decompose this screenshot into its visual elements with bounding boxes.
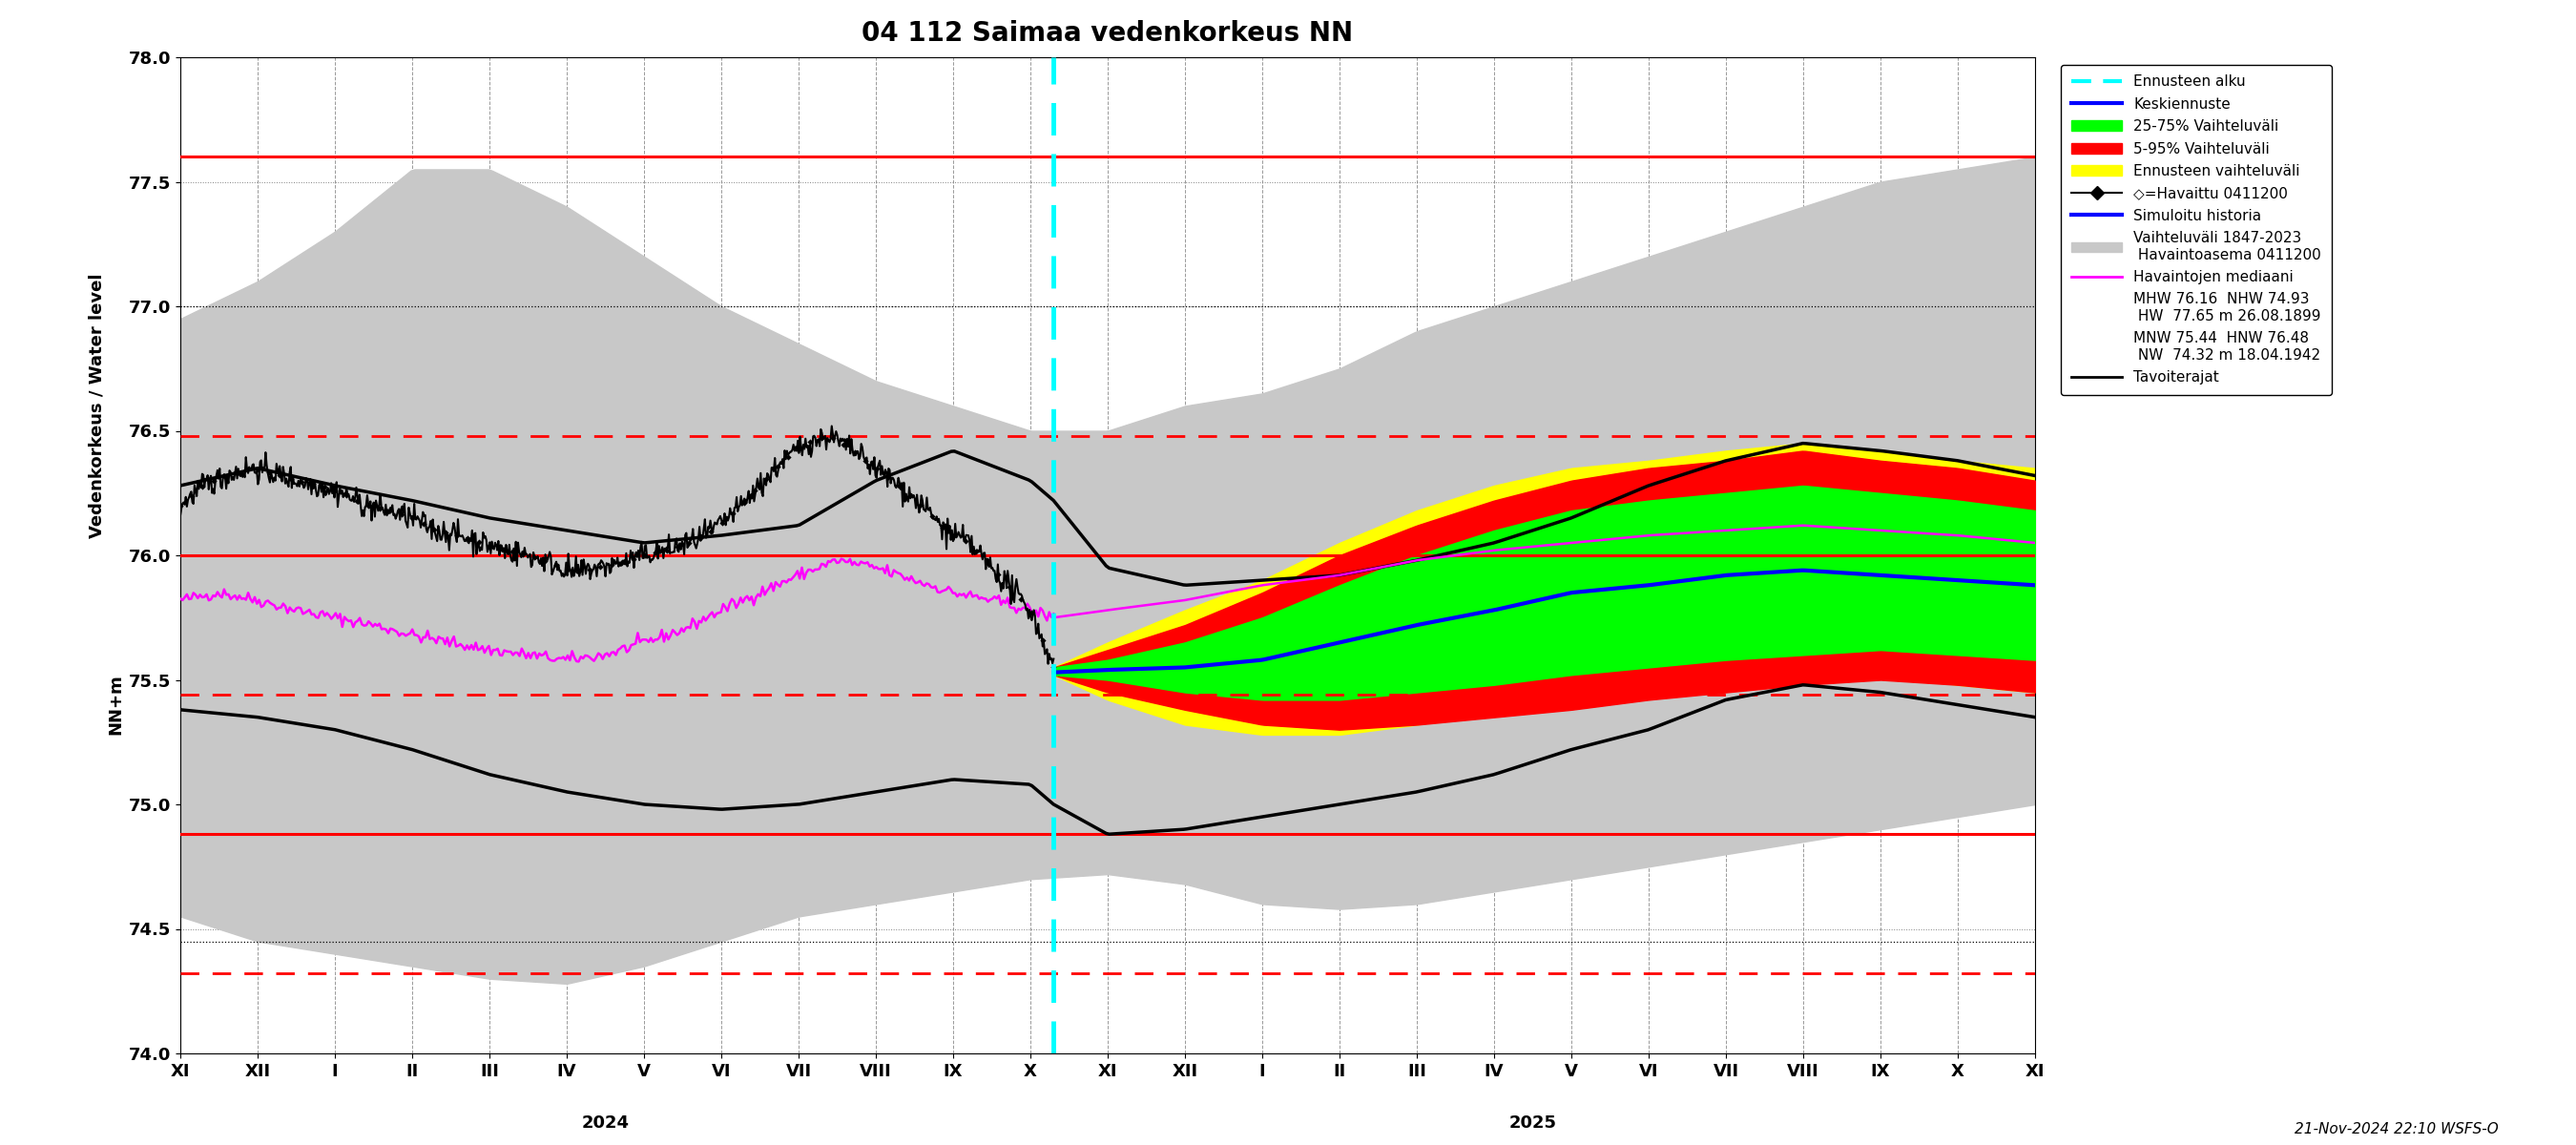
Point (690, 522, 732, 540)
Point (325, 485, 366, 504)
Point (237, 460, 278, 479)
Point (1033, 658, 1074, 677)
Point (435, 526, 477, 544)
Point (569, 560, 611, 578)
Point (314, 482, 355, 500)
Point (801, 429, 842, 448)
Point (999, 590, 1041, 608)
Point (1023, 631, 1064, 649)
Point (647, 542, 688, 560)
Point (822, 436, 863, 455)
Point (989, 577, 1030, 595)
Text: 2024: 2024 (582, 1115, 629, 1132)
Point (270, 469, 312, 488)
Point (337, 491, 379, 510)
Point (281, 473, 322, 491)
Point (868, 468, 909, 487)
Point (358, 499, 399, 518)
Point (657, 538, 698, 556)
Point (348, 497, 389, 515)
Point (889, 485, 930, 504)
Point (855, 459, 896, 477)
Point (613, 550, 654, 568)
Point (371, 502, 412, 520)
Point (513, 548, 554, 567)
Point (845, 451, 886, 469)
Point (546, 561, 587, 579)
Point (734, 482, 775, 500)
Point (526, 552, 567, 570)
Point (580, 558, 621, 576)
Point (945, 532, 987, 551)
Point (227, 460, 268, 479)
Text: Vedenkorkeus / Water level: Vedenkorkeus / Water level (88, 274, 106, 538)
Point (392, 510, 433, 528)
Point (714, 505, 755, 523)
Point (479, 540, 520, 559)
Point (778, 440, 819, 458)
Point (701, 514, 742, 532)
Text: NN+m: NN+m (106, 674, 124, 735)
Point (1010, 603, 1051, 622)
Title: 04 112 Saimaa vedenkorkeus NN: 04 112 Saimaa vedenkorkeus NN (863, 21, 1352, 47)
Point (956, 542, 997, 560)
Point (966, 554, 1007, 572)
Point (933, 526, 974, 544)
Point (556, 563, 598, 582)
Point (459, 532, 500, 551)
Point (768, 448, 809, 466)
Point (667, 535, 708, 553)
Text: 21-Nov-2024 22:10 WSFS-O: 21-Nov-2024 22:10 WSFS-O (2295, 1122, 2499, 1136)
Point (757, 458, 799, 476)
Point (636, 544, 677, 562)
Point (304, 477, 345, 496)
Point (902, 496, 943, 514)
Point (204, 467, 245, 485)
Point (260, 466, 301, 484)
Point (469, 536, 510, 554)
Point (680, 529, 721, 547)
Point (979, 566, 1020, 584)
Point (402, 515, 443, 534)
Point (744, 469, 786, 488)
Point (425, 523, 466, 542)
Point (193, 472, 234, 490)
Legend: Ennusteen alku, Keskiennuste, 25-75% Vaihteluväli, 5-95% Vaihteluväli, Ennusteen: Ennusteen alku, Keskiennuste, 25-75% Vai… (2061, 64, 2331, 395)
Point (415, 521, 456, 539)
Point (724, 493, 765, 512)
Point (590, 555, 631, 574)
Point (160, 496, 201, 514)
Point (502, 545, 544, 563)
Point (922, 519, 963, 537)
Point (835, 443, 876, 461)
Point (291, 475, 332, 493)
Point (791, 433, 832, 451)
Point (623, 546, 665, 564)
Point (183, 477, 224, 496)
Point (247, 463, 289, 481)
Point (492, 543, 533, 561)
Text: 2025: 2025 (1510, 1115, 1556, 1132)
Point (214, 464, 255, 482)
Point (170, 487, 211, 505)
Point (536, 555, 577, 574)
Point (811, 428, 853, 447)
Point (381, 505, 422, 523)
Point (448, 529, 489, 547)
Point (878, 476, 920, 495)
Point (912, 507, 953, 526)
Point (603, 553, 644, 571)
